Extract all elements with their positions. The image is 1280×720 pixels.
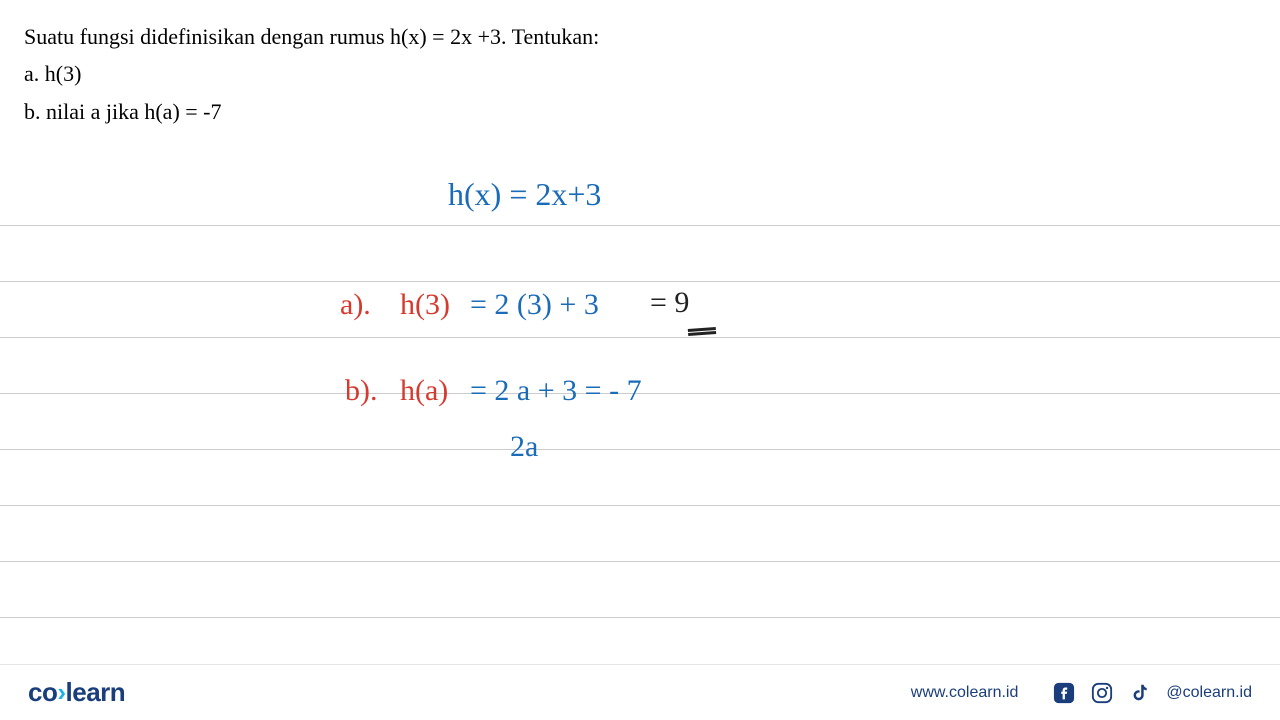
hw-part-b-lhs: h(a) [400, 374, 448, 408]
facebook-icon[interactable] [1052, 681, 1076, 705]
logo-learn: learn [66, 677, 126, 707]
ruled-line [0, 450, 1280, 506]
website-link[interactable]: www.colearn.id [911, 684, 1019, 702]
hw-part-a-eq: = 2 (3) + 3 [470, 288, 599, 322]
hw-part-a-result: = 9 [650, 286, 689, 320]
ruled-line [0, 226, 1280, 282]
worksheet-lines: h(x) = 2x+3 a). h(3) = 2 (3) + 3 = 9 b).… [0, 170, 1280, 618]
footer-right: www.colearn.id @colearn.id [911, 681, 1252, 705]
question-part-b: b. nilai a jika h(a) = -7 [24, 93, 1256, 130]
question-block: Suatu fungsi didefinisikan dengan rumus … [0, 0, 1280, 138]
footer: co›learn www.colearn.id @colearn.id [0, 664, 1280, 720]
logo-dot: › [57, 677, 65, 707]
logo-co: co [28, 677, 57, 707]
ruled-line [0, 562, 1280, 618]
hw-definition: h(x) = 2x+3 [448, 176, 601, 213]
hw-part-b-label: b). [345, 374, 378, 408]
hw-part-b-eq: = 2 a + 3 = - 7 [470, 374, 642, 408]
ruled-line: b). h(a) = 2 a + 3 = - 7 2a [0, 394, 1280, 450]
hw-part-a-label: a). [340, 288, 371, 322]
ruled-line [0, 506, 1280, 562]
brand-logo: co›learn [28, 677, 125, 708]
hw-part-a-lhs: h(3) [400, 288, 450, 322]
question-prompt: Suatu fungsi didefinisikan dengan rumus … [24, 18, 1256, 55]
ruled-line: h(x) = 2x+3 [0, 170, 1280, 226]
hw-double-underline [688, 327, 716, 336]
question-part-a: a. h(3) [24, 55, 1256, 92]
tiktok-icon[interactable] [1128, 681, 1152, 705]
social-handle: @colearn.id [1166, 684, 1252, 702]
instagram-icon[interactable] [1090, 681, 1114, 705]
ruled-line: a). h(3) = 2 (3) + 3 = 9 [0, 282, 1280, 338]
